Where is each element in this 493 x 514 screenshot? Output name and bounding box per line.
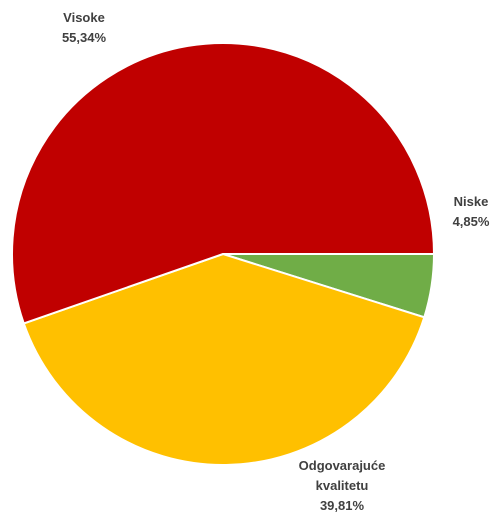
pie-label-category: Odgovarajuće	[299, 458, 386, 473]
pie-label-niske: Niske 4,85%	[453, 194, 490, 229]
pie-label-value: 39,81%	[320, 498, 365, 513]
pie-label-visoke: Visoke 55,34%	[62, 10, 107, 45]
pie-slice-visoke	[11, 42, 436, 325]
pie-labels: Niske 4,85% Odgovarajuće kvalitetu 39,81% Vis…	[62, 10, 490, 513]
pie-label-category: Visoke	[63, 10, 105, 25]
pie-label-category: kvalitetu	[316, 478, 369, 493]
pie-label-category: Niske	[454, 194, 489, 209]
pie-slices	[11, 42, 436, 466]
pie-slice-odgovaraju-e-kvalitetu	[22, 252, 426, 466]
pie-label-value: 55,34%	[62, 30, 107, 45]
pie-label-value: 4,85%	[453, 214, 490, 229]
pie-label-odgovaraju-e-kvalitetu: Odgovarajuće kvalitetu 39,81%	[299, 458, 386, 513]
